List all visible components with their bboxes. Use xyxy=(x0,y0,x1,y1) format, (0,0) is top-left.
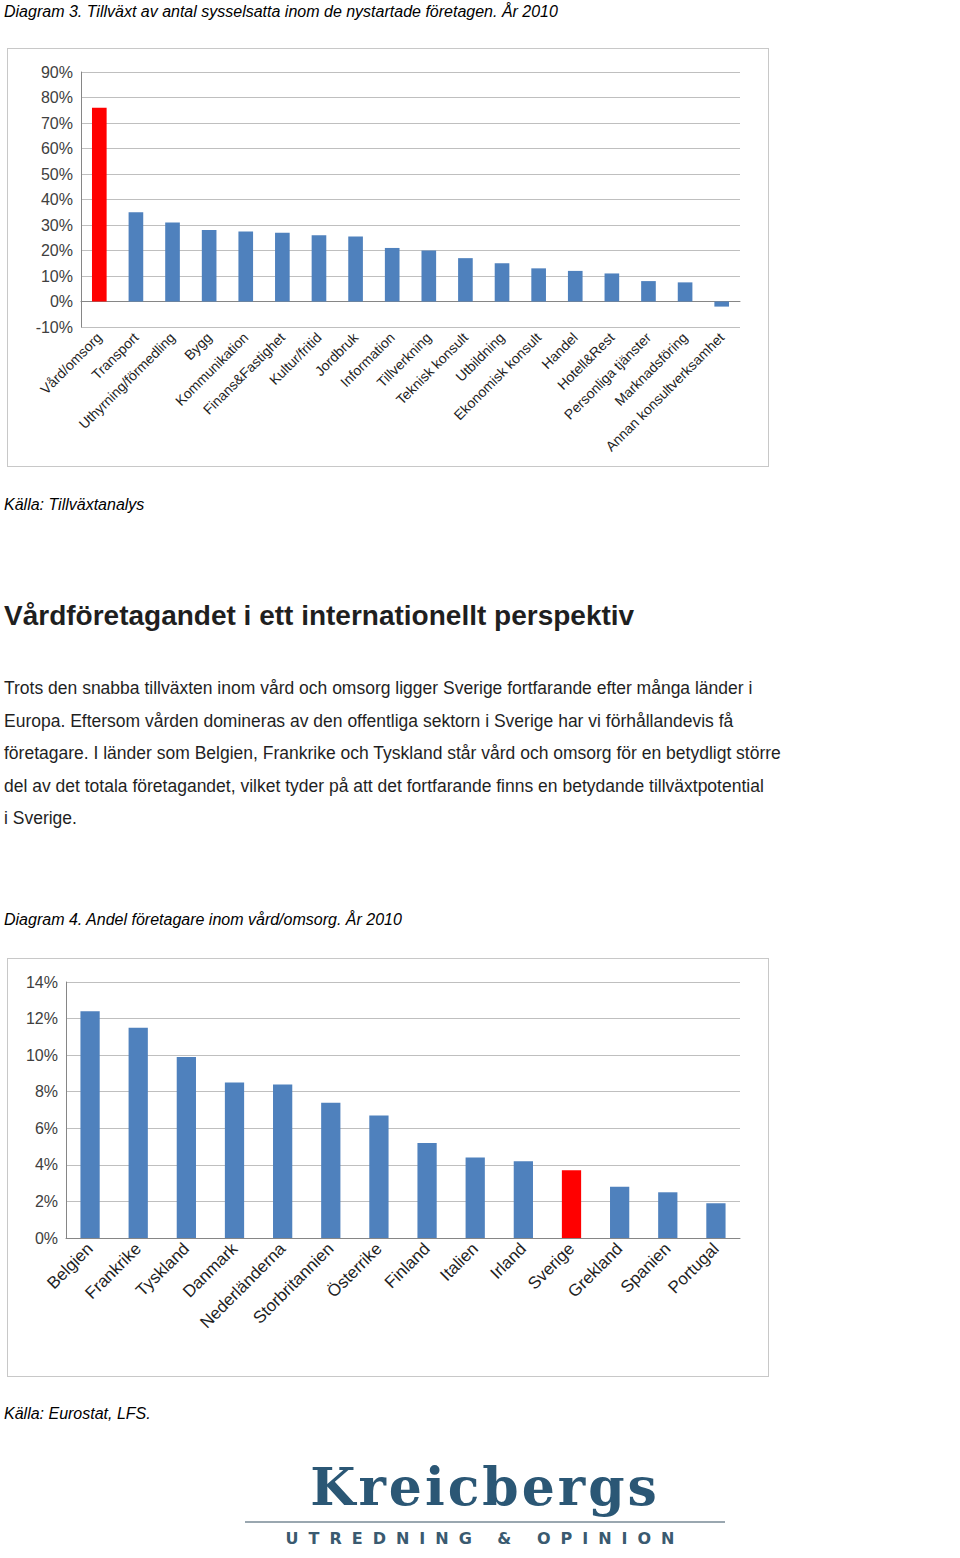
svg-text:Grekland: Grekland xyxy=(564,1239,626,1301)
svg-text:40%: 40% xyxy=(41,191,73,208)
svg-text:Danmark: Danmark xyxy=(179,1239,242,1302)
svg-text:Personliga tjänster: Personliga tjänster xyxy=(560,329,655,423)
html-text:Diagram 3. Tillväxt av antal s: Diagram 3. Tillväxt av antal sysselsatta… xyxy=(4,3,558,20)
svg-text:Spanien: Spanien xyxy=(617,1239,675,1297)
svg-text:50%: 50% xyxy=(41,166,73,183)
svg-text:Marknadsföring: Marknadsföring xyxy=(611,329,691,409)
svg-text:Sverige: Sverige xyxy=(524,1239,579,1294)
svg-text:90%: 90% xyxy=(41,64,73,81)
svg-text:Handel: Handel xyxy=(538,329,581,372)
svg-text:70%: 70% xyxy=(41,115,73,132)
svg-text:10%: 10% xyxy=(41,268,73,285)
svg-text:Italien: Italien xyxy=(436,1239,481,1284)
svg-text:Finans&Fastighet: Finans&Fastighet xyxy=(199,329,288,418)
html-text:UTREDNING & OPINION: UTREDNING & OPINION xyxy=(285,1529,685,1548)
svg-text:4%: 4% xyxy=(35,1156,58,1173)
svg-text:60%: 60% xyxy=(41,140,73,157)
svg-text:30%: 30% xyxy=(41,217,73,234)
svg-text:Jordbruk: Jordbruk xyxy=(311,329,362,380)
svg-text:Irland: Irland xyxy=(487,1239,530,1282)
html-text:del av det totala företagandet: del av det totala företagandet, vilket t… xyxy=(4,775,764,796)
html-text:Trots den snabba tillväxten in: Trots den snabba tillväxten inom vård oc… xyxy=(4,678,753,698)
html-text:Diagram 4. Andel företagare in: Diagram 4. Andel företagare inom vård/om… xyxy=(4,911,402,928)
svg-text:6%: 6% xyxy=(35,1120,58,1137)
svg-text:20%: 20% xyxy=(41,242,73,259)
svg-text:Vård/omsorg: Vård/omsorg xyxy=(37,329,105,397)
svg-text:10%: 10% xyxy=(26,1047,58,1064)
svg-text:Österrike: Österrike xyxy=(323,1239,385,1301)
svg-text:Finland: Finland xyxy=(381,1239,434,1292)
html-text:Källa: Tillväxtanalys: Källa: Tillväxtanalys xyxy=(4,496,145,513)
svg-text:Portugal: Portugal xyxy=(664,1239,722,1297)
svg-text:Information: Information xyxy=(337,329,398,391)
html-text:Källa: Eurostat, LFS.: Källa: Eurostat, LFS. xyxy=(4,1405,151,1422)
svg-text:Teknisk konsult: Teknisk konsult xyxy=(392,329,472,408)
svg-text:Ekonomisk konsult: Ekonomisk konsult xyxy=(451,329,545,423)
svg-text:0%: 0% xyxy=(35,1230,58,1247)
svg-text:0%: 0% xyxy=(50,293,73,310)
html-text:Vårdföretagandet i ett interna: Vårdföretagandet i ett internationellt p… xyxy=(4,600,635,631)
svg-text:-10%: -10% xyxy=(36,319,73,336)
svg-text:12%: 12% xyxy=(26,1010,58,1027)
svg-text:Tyskland: Tyskland xyxy=(132,1239,194,1301)
svg-text:Bygg: Bygg xyxy=(181,329,215,363)
html-text:i Sverige.: i Sverige. xyxy=(4,808,77,828)
svg-text:Uthyrning/förmedling: Uthyrning/förmedling xyxy=(76,329,179,432)
svg-text:Frankrike: Frankrike xyxy=(81,1239,144,1302)
html-text:företagare. I länder som Belgi: företagare. I länder som Belgien, Frankr… xyxy=(4,743,781,763)
html-text:Europa. Eftersom vården domine: Europa. Eftersom vården domineras av den… xyxy=(4,710,734,731)
svg-text:14%: 14% xyxy=(26,974,58,991)
svg-text:Utbildning: Utbildning xyxy=(452,329,508,385)
svg-text:2%: 2% xyxy=(35,1193,58,1210)
svg-text:8%: 8% xyxy=(35,1083,58,1100)
svg-text:Hotell&Rest: Hotell&Rest xyxy=(554,329,618,393)
svg-text:Annan konsultverksamhet: Annan konsultverksamhet xyxy=(602,329,727,454)
svg-text:Tillverkning: Tillverkning xyxy=(373,329,435,391)
svg-text:Kommunikation: Kommunikation xyxy=(171,329,252,409)
svg-text:Transport: Transport xyxy=(88,329,142,383)
svg-text:Storbritannien: Storbritannien xyxy=(249,1239,337,1327)
svg-text:Kultur/fritid: Kultur/fritid xyxy=(266,329,325,388)
html-text:Kreicbergs: Kreicbergs xyxy=(310,1456,660,1517)
svg-text:80%: 80% xyxy=(41,89,73,106)
svg-text:Belgien: Belgien xyxy=(43,1239,97,1293)
svg-text:Nederländerna: Nederländerna xyxy=(196,1239,289,1332)
